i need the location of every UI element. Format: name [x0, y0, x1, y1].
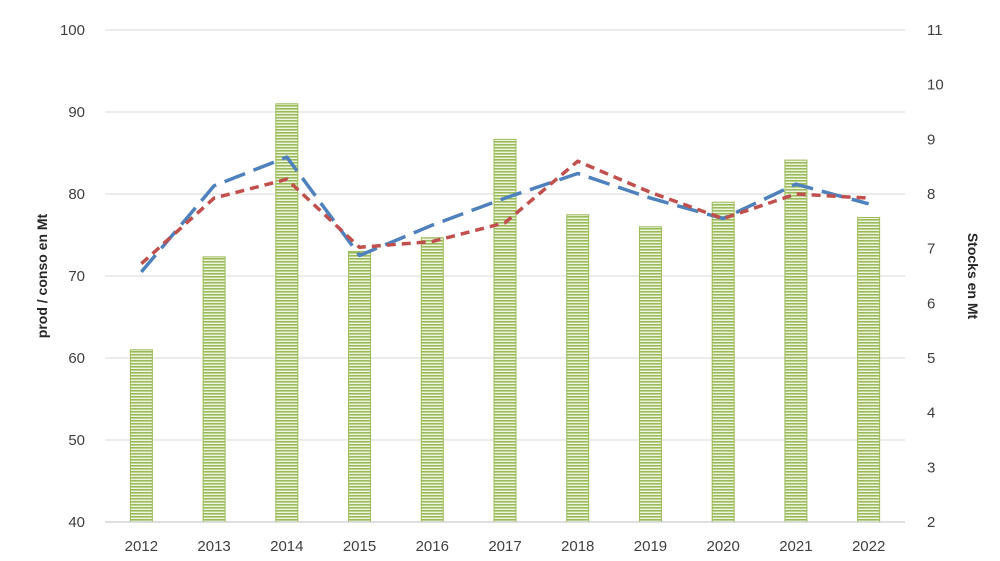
x-tick-label: 2013: [197, 538, 230, 555]
y-tick-label: 50: [68, 432, 85, 449]
y2-axis-title: Stocks en Mt: [965, 233, 981, 320]
bar: [638, 226, 662, 523]
x-tick-label: 2018: [561, 538, 594, 555]
y-tick-label: 80: [68, 186, 85, 203]
y2-tick-label: 8: [927, 186, 935, 203]
y-tick-label: 40: [68, 514, 85, 531]
bar: [784, 159, 808, 523]
bar: [711, 201, 735, 523]
bar-series: [129, 103, 881, 523]
y2-tick-label: 4: [927, 405, 935, 422]
x-tick-label: 2022: [852, 538, 885, 555]
y-axis-title: prod / conso en Mt: [34, 213, 50, 338]
y-tick-label: 100: [60, 22, 85, 39]
bar: [348, 250, 372, 523]
x-tick-label: 2014: [270, 538, 303, 555]
y2-tick-label: 2: [927, 514, 935, 531]
bar: [857, 217, 881, 523]
bar: [129, 349, 153, 523]
x-tick-label: 2021: [779, 538, 812, 555]
y2-tick-label: 6: [927, 295, 935, 312]
bar: [566, 214, 590, 523]
right-axis-ticks: 2 3 4 5 6 7 8 9 10 11: [927, 22, 944, 531]
x-tick-label: 2019: [634, 538, 667, 555]
left-axis-ticks: 40 50 60 70 80 90 100: [60, 22, 85, 531]
y2-tick-label: 10: [927, 77, 944, 94]
bar: [202, 256, 226, 523]
y2-tick-label: 3: [927, 459, 935, 476]
x-tick-label: 2012: [125, 538, 158, 555]
y2-tick-label: 7: [927, 241, 935, 258]
line-series: [140, 155, 870, 274]
y2-tick-label: 11: [927, 22, 943, 39]
y2-tick-label: 9: [927, 131, 935, 148]
y-tick-label: 90: [68, 104, 85, 121]
bar: [420, 237, 444, 523]
y-tick-label: 70: [68, 268, 85, 285]
x-axis-ticks: 2012 2013 2014 2015 2016 2017 2018 2019 2020 2021…: [125, 538, 886, 555]
y-tick-label: 60: [68, 350, 85, 367]
y2-tick-label: 5: [927, 350, 935, 367]
x-tick-label: 2017: [488, 538, 521, 555]
x-tick-label: 2016: [416, 538, 449, 555]
x-tick-label: 2015: [343, 538, 376, 555]
x-tick-label: 2020: [706, 538, 739, 555]
